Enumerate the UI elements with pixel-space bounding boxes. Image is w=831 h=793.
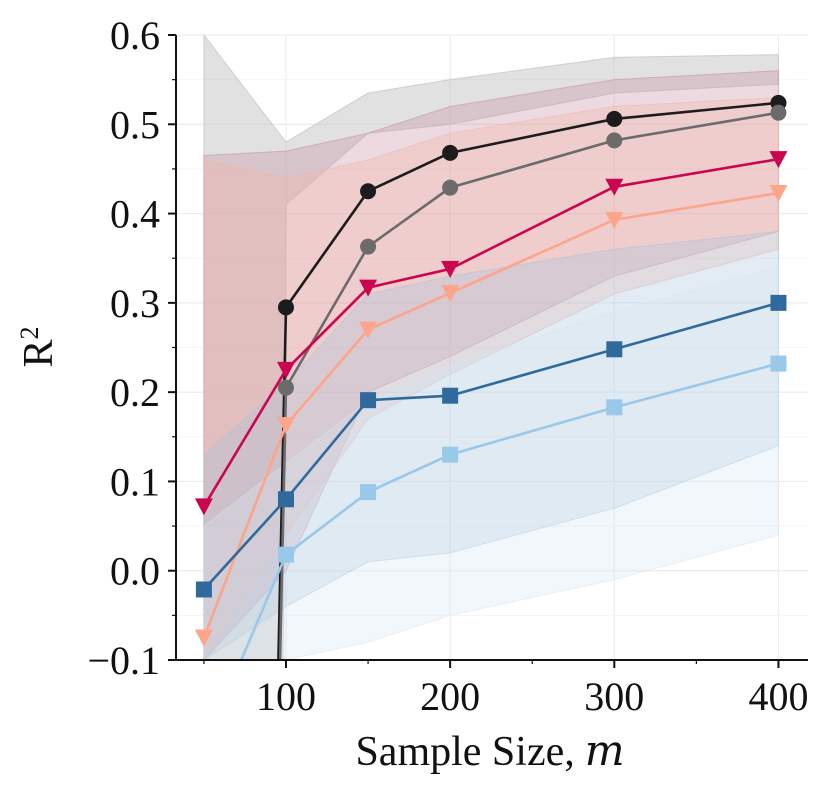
- data-point: [606, 132, 623, 149]
- series-line: [202, 191, 779, 639]
- data-point: [360, 183, 377, 200]
- series-line: [239, 362, 779, 660]
- data-point: [769, 185, 788, 203]
- data-point: [194, 629, 213, 647]
- data-point: [359, 279, 378, 297]
- data-point: [770, 104, 787, 121]
- data-point: [360, 238, 377, 255]
- data-point: [606, 341, 623, 358]
- series-line: [278, 111, 779, 660]
- data-point: [195, 581, 212, 598]
- data-point: [277, 491, 294, 508]
- data-point: [359, 321, 378, 339]
- data-point: [769, 151, 788, 169]
- data-point: [194, 498, 213, 516]
- data-point: [442, 446, 459, 463]
- x-axis-title-text: Sample Size,: [355, 729, 574, 775]
- series-line: [202, 301, 779, 591]
- x-axis-title: Sample Size, m: [355, 726, 624, 775]
- data-point: [442, 179, 459, 196]
- series-markers: [194, 94, 788, 647]
- y-tick-label: 0.3: [110, 281, 160, 326]
- data-point: [360, 392, 377, 409]
- x-tick-label: 300: [584, 674, 644, 719]
- data-point: [441, 260, 460, 278]
- data-point: [606, 110, 623, 127]
- x-tick-label: 400: [748, 674, 808, 719]
- data-point: [277, 299, 294, 316]
- y-tick-label: 0.4: [110, 192, 160, 237]
- data-point: [276, 361, 295, 379]
- data-point: [442, 387, 459, 404]
- y-axis-title: R2: [15, 326, 62, 367]
- series-line: [202, 157, 779, 508]
- tick-labels: 100 200 300 400 −0.1 0.0 0.1 0.2 0.3 0.4 0.5 0.6: [87, 13, 808, 719]
- x-tick-label: 100: [256, 674, 316, 719]
- y-axis-title-sup: 2: [15, 326, 44, 339]
- y-tick-label: 0.6: [110, 13, 160, 58]
- y-tick-label: 0.5: [110, 102, 160, 147]
- y-axis-title-text: R: [16, 339, 62, 367]
- data-point: [442, 144, 459, 161]
- axes: [168, 34, 808, 668]
- y-tick-label: −0.1: [87, 638, 160, 683]
- x-tick-label: 200: [420, 674, 480, 719]
- data-point: [770, 294, 787, 311]
- data-point: [770, 355, 787, 372]
- data-point: [360, 484, 377, 501]
- data-point: [277, 379, 294, 396]
- y-tick-label: 0.1: [110, 459, 160, 504]
- data-point: [605, 178, 624, 196]
- data-point: [441, 285, 460, 303]
- data-point: [606, 399, 623, 416]
- x-axis-title-var: m: [585, 726, 625, 775]
- data-point: [605, 211, 624, 229]
- y-tick-label: 0.0: [110, 549, 160, 594]
- data-point: [277, 546, 294, 563]
- y-tick-label: 0.2: [110, 370, 160, 415]
- data-point: [276, 417, 295, 435]
